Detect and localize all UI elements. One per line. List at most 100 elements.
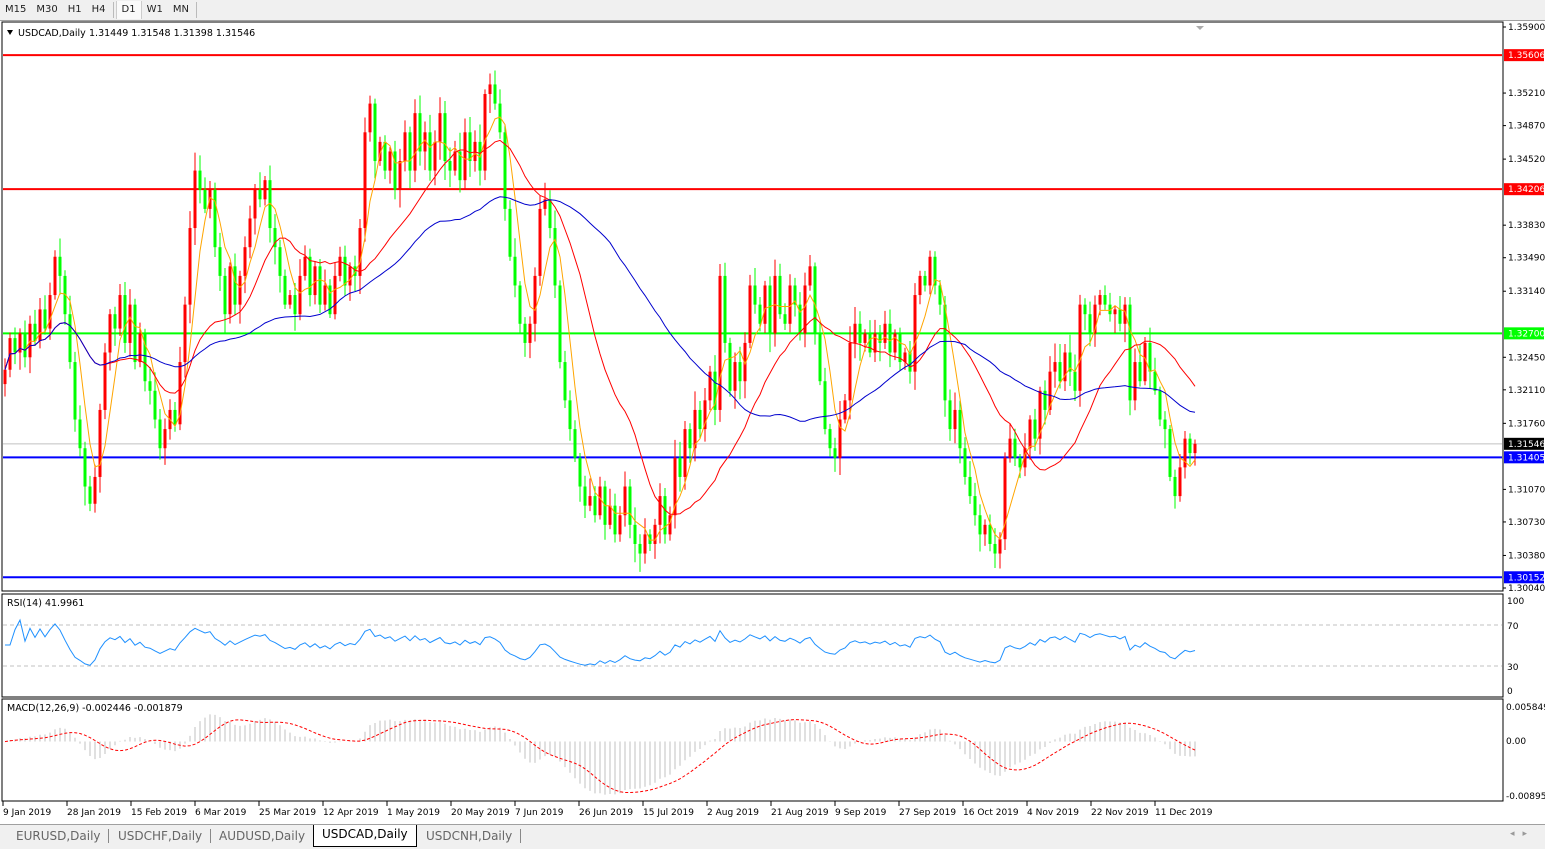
timeframe-m15[interactable]: M15 — [5, 4, 27, 15]
candle[interactable] — [333, 262, 337, 320]
candle[interactable] — [763, 280, 767, 333]
candle[interactable] — [1133, 348, 1137, 411]
candle[interactable] — [988, 514, 992, 552]
candle[interactable] — [198, 155, 202, 204]
timeframe-h4[interactable]: H4 — [91, 4, 106, 15]
candle[interactable] — [943, 296, 947, 417]
rsi-pane[interactable] — [1, 593, 1504, 698]
candle[interactable] — [973, 482, 977, 526]
candle[interactable] — [188, 211, 192, 324]
candle[interactable] — [528, 316, 532, 359]
timeframe-mn[interactable]: MN — [172, 4, 189, 15]
candle[interactable] — [518, 281, 522, 334]
timeframe-w1[interactable]: W1 — [146, 4, 163, 15]
chart-area[interactable]: 1.35900 1.35210 1.34870 1.34520 1.33830 1.334… — [0, 0, 1545, 824]
candle[interactable] — [203, 177, 207, 214]
candle[interactable] — [1088, 301, 1092, 347]
candle[interactable] — [803, 272, 807, 348]
candle[interactable] — [128, 289, 132, 357]
candle[interactable] — [588, 478, 592, 512]
tab-usdchf[interactable]: USDCHF,Daily — [118, 829, 203, 843]
candle[interactable] — [818, 322, 822, 386]
candle[interactable] — [368, 95, 372, 142]
candle[interactable] — [753, 268, 757, 314]
dropdown-triangle-icon[interactable] — [7, 30, 13, 35]
candle[interactable] — [298, 259, 302, 321]
candle[interactable] — [728, 337, 732, 397]
candle[interactable] — [738, 346, 742, 400]
candle[interactable] — [913, 283, 917, 390]
candle[interactable] — [1078, 294, 1082, 407]
candle[interactable] — [183, 296, 187, 378]
candle[interactable] — [1178, 454, 1182, 502]
candle[interactable] — [388, 147, 392, 184]
candle[interactable] — [903, 347, 907, 370]
candle[interactable] — [423, 121, 427, 171]
candle[interactable] — [243, 236, 247, 294]
candle[interactable] — [413, 99, 417, 183]
candle[interactable] — [418, 95, 422, 166]
candle[interactable] — [893, 329, 897, 361]
candle[interactable] — [158, 408, 162, 460]
candle[interactable] — [248, 205, 252, 259]
candle[interactable] — [258, 172, 262, 208]
candle[interactable] — [68, 295, 72, 369]
candle[interactable] — [1188, 433, 1192, 465]
candle[interactable] — [638, 534, 642, 572]
candle[interactable] — [263, 175, 267, 206]
candle[interactable] — [348, 262, 352, 301]
candle[interactable] — [883, 310, 887, 349]
candle[interactable] — [1138, 345, 1142, 387]
candle[interactable] — [38, 297, 42, 349]
candle[interactable] — [393, 140, 397, 200]
candle[interactable] — [343, 245, 347, 296]
candle[interactable] — [118, 284, 122, 337]
candle[interactable] — [758, 297, 762, 332]
candle[interactable] — [138, 322, 142, 368]
candle[interactable] — [233, 253, 237, 316]
candle[interactable] — [288, 289, 292, 309]
candle[interactable] — [1033, 408, 1037, 451]
candle[interactable] — [618, 506, 622, 542]
candle[interactable] — [78, 405, 82, 457]
candle[interactable] — [1068, 334, 1072, 387]
candle[interactable] — [228, 262, 232, 324]
timeframe-d1[interactable]: D1 — [115, 1, 142, 19]
tab-audusd[interactable]: AUDUSD,Daily — [219, 829, 306, 843]
candle[interactable] — [438, 97, 442, 160]
macd-pane[interactable] — [1, 698, 1504, 802]
candle[interactable] — [523, 317, 527, 357]
candle[interactable] — [238, 270, 242, 324]
candle[interactable] — [1153, 357, 1157, 395]
candle[interactable] — [783, 303, 787, 331]
candle[interactable] — [338, 246, 342, 282]
candle[interactable] — [498, 89, 502, 139]
candle[interactable] — [1163, 411, 1167, 449]
candle[interactable] — [963, 437, 967, 485]
candle[interactable] — [303, 245, 307, 281]
candle[interactable] — [98, 403, 102, 493]
candle[interactable] — [953, 392, 957, 444]
candle[interactable] — [653, 518, 657, 559]
candle[interactable] — [328, 279, 332, 319]
candle[interactable] — [153, 372, 157, 429]
candle[interactable] — [273, 214, 277, 265]
candle[interactable] — [573, 420, 577, 463]
candle[interactable] — [1118, 296, 1122, 332]
candle[interactable] — [563, 350, 567, 409]
candle[interactable] — [678, 441, 682, 492]
candle[interactable] — [1193, 439, 1197, 466]
candle[interactable] — [93, 464, 97, 513]
candle[interactable] — [1183, 430, 1187, 479]
candle[interactable] — [708, 365, 712, 411]
candle[interactable] — [253, 184, 257, 235]
candle[interactable] — [53, 250, 57, 300]
chart-shift-marker-icon[interactable] — [1196, 26, 1204, 30]
tab-scroll-arrows-icon[interactable]: ◂▸ — [1509, 829, 1535, 839]
candle[interactable] — [558, 280, 562, 369]
candle[interactable] — [1008, 423, 1012, 463]
candle[interactable] — [543, 182, 547, 216]
candle[interactable] — [608, 488, 612, 530]
candle[interactable] — [223, 267, 227, 333]
candle[interactable] — [958, 400, 962, 464]
